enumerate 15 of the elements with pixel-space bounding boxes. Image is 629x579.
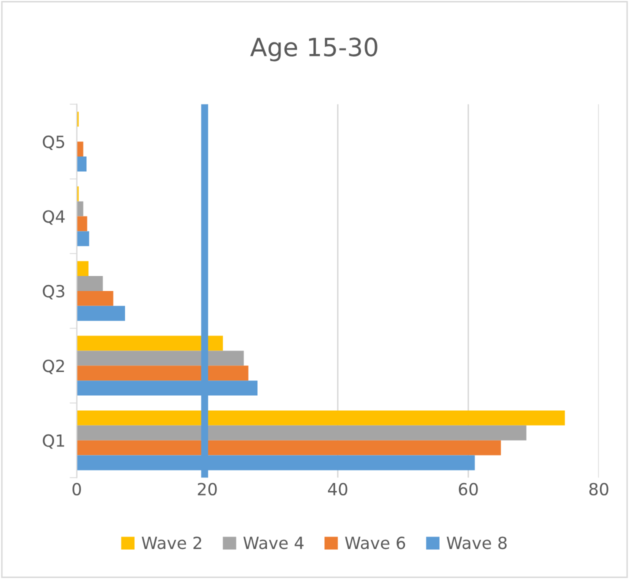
legend-label: Wave 8 [446, 536, 507, 550]
y-tick-label: Q3 [42, 284, 64, 300]
legend-label: Wave 2 [142, 536, 202, 550]
x-tick-label: 20 [198, 482, 217, 496]
x-tick-label: 80 [589, 482, 608, 496]
y-tick-label: Q1 [42, 434, 64, 449]
x-tick-label: 60 [458, 482, 478, 496]
y-tick-label: Q5 [42, 136, 64, 150]
y-tick-label: Q2 [42, 360, 64, 374]
y-tick-label: Q4 [42, 210, 65, 225]
legend-label: Wave 6 [345, 536, 406, 550]
x-tick-label: 0 [72, 482, 81, 496]
legend-label: Wave 4 [243, 536, 304, 550]
x-tick-label: 40 [328, 482, 348, 496]
chart-title: Age 15-30 [250, 38, 378, 62]
